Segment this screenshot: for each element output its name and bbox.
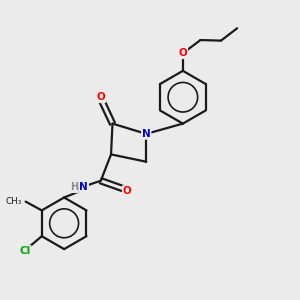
Text: CH₃: CH₃ <box>6 196 22 206</box>
Text: O: O <box>123 186 131 196</box>
Text: N: N <box>80 182 88 192</box>
Text: H: H <box>70 182 78 192</box>
Text: N: N <box>142 129 151 139</box>
Text: Cl: Cl <box>20 246 31 256</box>
Text: O: O <box>178 48 187 58</box>
Text: O: O <box>96 92 105 102</box>
